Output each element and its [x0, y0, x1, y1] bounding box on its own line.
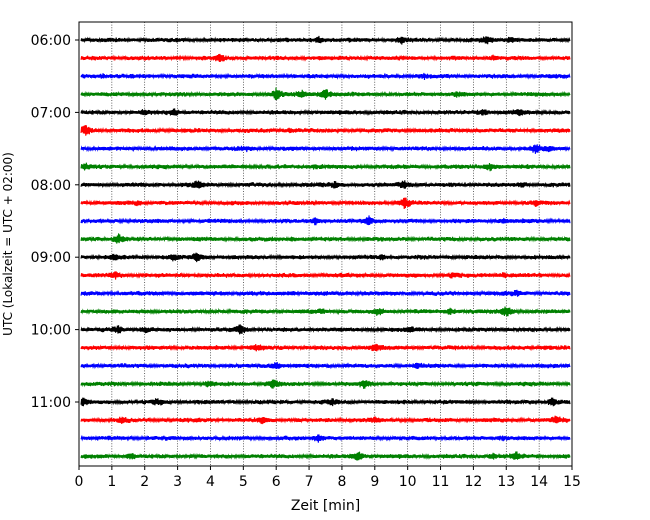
y-tick-label: 10:00 — [31, 323, 71, 339]
x-tick-label: 4 — [206, 474, 215, 490]
trace-0930 — [80, 289, 571, 297]
trace-1030 — [80, 361, 571, 370]
x-tick-label: 3 — [173, 474, 182, 490]
trace-0945 — [80, 306, 571, 317]
trace-1000 — [80, 324, 571, 335]
trace-0730 — [80, 144, 571, 154]
x-tick-label: 1 — [107, 474, 116, 490]
x-tick-label: 9 — [370, 474, 379, 490]
plot-frame — [78, 21, 573, 467]
x-tick-label: 11 — [432, 474, 450, 490]
trace-0745 — [80, 162, 571, 172]
x-tick-label: 8 — [337, 474, 346, 490]
trace-0645 — [80, 87, 571, 100]
x-tick-label: 2 — [140, 474, 149, 490]
trace-0600 — [80, 35, 571, 45]
x-tick-label: 10 — [399, 474, 417, 490]
x-tick-label: 15 — [563, 474, 581, 490]
trace-0915 — [80, 271, 571, 280]
trace-0830 — [80, 215, 571, 226]
trace-1015 — [80, 343, 571, 352]
trace-0900 — [80, 252, 571, 263]
trace-0700 — [80, 108, 571, 117]
x-tick-label: 0 — [75, 474, 84, 490]
y-tick-label: 08:00 — [31, 178, 71, 194]
y-tick-label: 11:00 — [31, 395, 71, 411]
trace-1130 — [80, 434, 571, 443]
x-tick-label: 13 — [497, 474, 515, 490]
x-tick-label: 14 — [530, 474, 548, 490]
trace-0845 — [80, 233, 571, 244]
y-axis-label: UTC (Lokalzeit = UTC + 02:00) — [1, 152, 15, 336]
trace-0630 — [80, 72, 571, 81]
x-tick-label: 7 — [305, 474, 314, 490]
trace-0715 — [80, 124, 571, 136]
trace-0815 — [80, 197, 571, 209]
trace-1100 — [80, 397, 571, 407]
x-axis-label: Zeit [min] — [291, 498, 360, 514]
trace-1145 — [80, 451, 571, 461]
y-tick-label: 06:00 — [31, 33, 71, 49]
x-tick-label: 5 — [239, 474, 248, 490]
trace-0615 — [80, 53, 571, 63]
y-tick-label: 09:00 — [31, 250, 71, 266]
x-tick-label: 12 — [464, 474, 482, 490]
trace-1115 — [80, 415, 571, 425]
trace-1045 — [80, 379, 571, 389]
x-tick-label: 6 — [272, 474, 281, 490]
trace-0800 — [80, 180, 571, 189]
y-tick-label: 07:00 — [31, 105, 71, 121]
